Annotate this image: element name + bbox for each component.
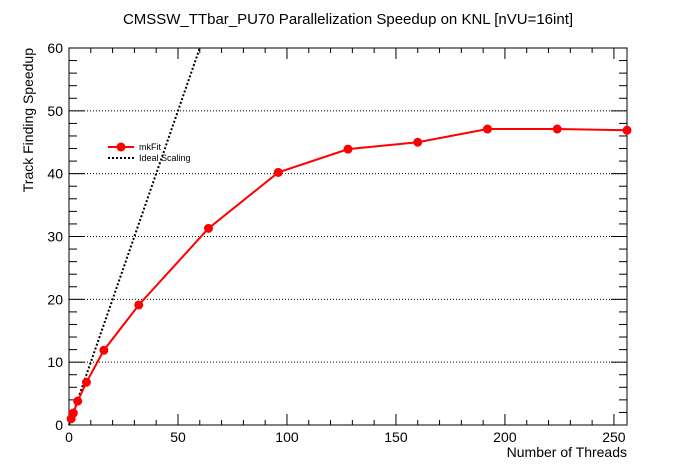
mkfit-point [622,125,632,135]
y-tick-label: 0 [55,417,63,433]
mkfit-point [552,124,562,134]
chart-title: CMSSW_TTbar_PU70 Parallelization Speedup… [123,11,573,28]
x-axis-title: Number of Threads [507,444,627,460]
legend-mkfit-label: mkFit [139,142,161,152]
x-tick-label: 150 [384,429,408,445]
y-tick-label: 60 [47,40,63,56]
x-tick-label: 50 [170,429,186,445]
y-tick-labels: 0 10 20 30 40 50 60 [47,40,63,433]
y-axis-title: Track Finding Speedup [20,48,36,192]
x-tick-labels: 0 50 100 150 200 250 [65,429,626,445]
mkfit-point [413,137,423,147]
y-tick-label: 40 [47,166,63,182]
data-series [66,47,632,426]
x-tick-label: 0 [65,429,73,445]
mkfit-point [483,124,492,134]
legend-mkfit-marker [116,142,126,152]
y-tick-label: 10 [47,354,63,370]
legend: mkFit Ideal Scaling [108,142,191,163]
mkfit-point [68,408,78,418]
ideal-scaling-line [68,47,201,426]
mkfit-point [73,396,83,406]
x-tick-label: 250 [602,429,626,445]
y-tick-label: 50 [47,103,63,119]
y-tick-label: 30 [47,229,63,245]
mkfit-point [99,345,109,355]
x-tick-label: 100 [275,429,299,445]
mkfit-line [70,128,628,420]
legend-ideal-label: Ideal Scaling [139,153,191,163]
mkfit-point [343,144,353,154]
mkfit-point [204,223,213,233]
mkfit-point [273,167,283,177]
mkfit-point [134,300,144,310]
x-tick-label: 200 [493,429,517,445]
grid-lines [69,110,627,363]
y-tick-label: 20 [47,291,63,307]
mkfit-point [81,377,91,387]
